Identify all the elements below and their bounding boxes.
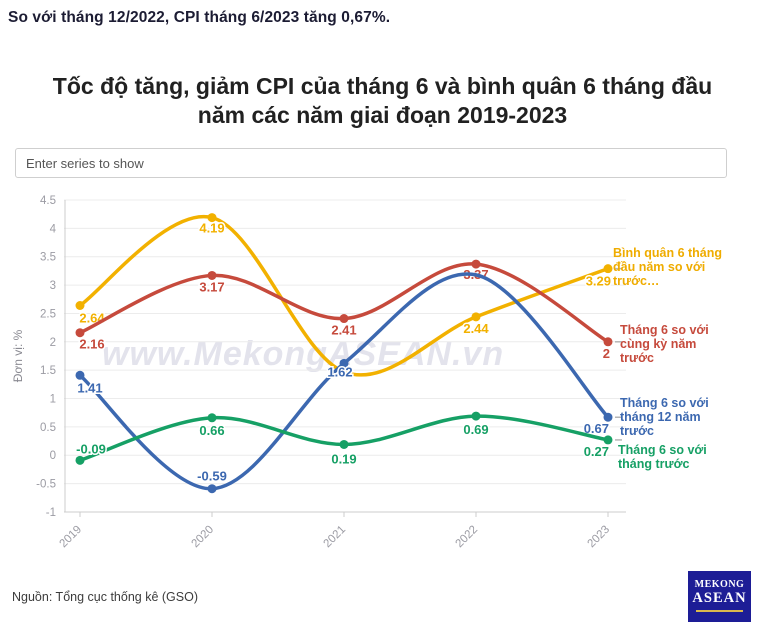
data-point[interactable]	[207, 270, 217, 280]
headline: So với tháng 12/2022, CPI tháng 6/2023 t…	[8, 9, 391, 26]
series-line-0[interactable]	[78, 214, 610, 377]
value-label: -0.09	[76, 441, 106, 456]
data-point[interactable]	[75, 370, 85, 380]
y-tick-label: 0	[50, 450, 56, 462]
x-tick-label: 2022	[454, 524, 481, 551]
y-tick-label: 2	[50, 337, 56, 349]
legend-june-vs-same-period: Tháng 6 so với cùng kỳ năm trước	[620, 323, 709, 365]
value-label: 2.16	[79, 337, 104, 352]
series-filter-input[interactable]	[15, 148, 727, 178]
data-point[interactable]	[207, 413, 217, 423]
y-tick-label: -1	[46, 507, 56, 519]
data-point[interactable]	[603, 264, 613, 274]
y-tick-label: 1.5	[40, 365, 56, 377]
value-label: 1.41	[77, 380, 102, 395]
y-tick-label: 2.5	[40, 308, 56, 320]
y-tick-label: 1	[50, 394, 56, 406]
logo-text-asean: ASEAN	[692, 590, 747, 606]
source-note: Nguồn: Tổng cục thống kê (GSO)	[12, 590, 198, 604]
legend-june-vs-prev-month: Tháng 6 so với tháng trước	[618, 443, 707, 471]
y-tick-label: 0.5	[40, 422, 56, 434]
y-tick-label: 4.5	[40, 195, 56, 207]
value-label: 0.66	[199, 423, 224, 438]
x-tick-label: 2019	[58, 524, 85, 551]
data-point[interactable]	[75, 455, 85, 465]
data-point[interactable]	[471, 259, 481, 269]
x-tick-label: 2021	[322, 524, 349, 551]
data-point[interactable]	[603, 435, 613, 445]
y-axis-unit-label: Đơn vị: %	[11, 329, 25, 382]
x-tick-label: 2023	[586, 524, 613, 551]
value-label: 4.19	[199, 221, 224, 236]
logo-gold-bar	[696, 610, 743, 612]
data-point[interactable]	[339, 314, 349, 324]
data-point[interactable]	[603, 337, 613, 347]
data-point[interactable]	[339, 358, 349, 368]
value-label: 2	[603, 346, 610, 361]
mekong-asean-logo: MEKONG ASEAN	[688, 571, 751, 622]
chart-title: Tốc độ tăng, giảm CPI của tháng 6 và bìn…	[52, 73, 713, 128]
y-tick-label: 3	[50, 280, 56, 292]
data-point[interactable]	[339, 439, 349, 449]
data-point[interactable]	[75, 300, 85, 310]
x-tick-label: 2020	[190, 524, 217, 551]
y-tick-label: 4	[50, 223, 57, 235]
value-label: 0.69	[463, 422, 488, 437]
legend-june-vs-december: Tháng 6 so với tháng 12 năm trước	[620, 396, 709, 438]
value-label: 2.41	[331, 323, 356, 338]
value-label: 2.44	[463, 321, 489, 336]
legend-avg-6-months: Bình quân 6 tháng đầu năm so với trước…	[613, 246, 723, 288]
value-label: 0.67	[584, 421, 609, 436]
value-label: 3.29	[586, 274, 611, 289]
value-label: 0.27	[584, 444, 609, 459]
data-point[interactable]	[207, 213, 217, 223]
data-point[interactable]	[75, 328, 85, 338]
data-point[interactable]	[471, 411, 481, 421]
value-label: -0.59	[197, 469, 227, 484]
y-tick-label: -0.5	[36, 479, 56, 491]
data-point[interactable]	[471, 312, 481, 322]
data-point[interactable]	[207, 484, 217, 494]
value-label: 0.19	[331, 451, 356, 466]
value-label: 1.62	[327, 364, 352, 379]
y-tick-label: 3.5	[40, 252, 56, 264]
logo-text-mekong: MEKONG	[694, 579, 745, 590]
data-point[interactable]	[603, 412, 613, 422]
value-label: 3.17	[199, 279, 224, 294]
